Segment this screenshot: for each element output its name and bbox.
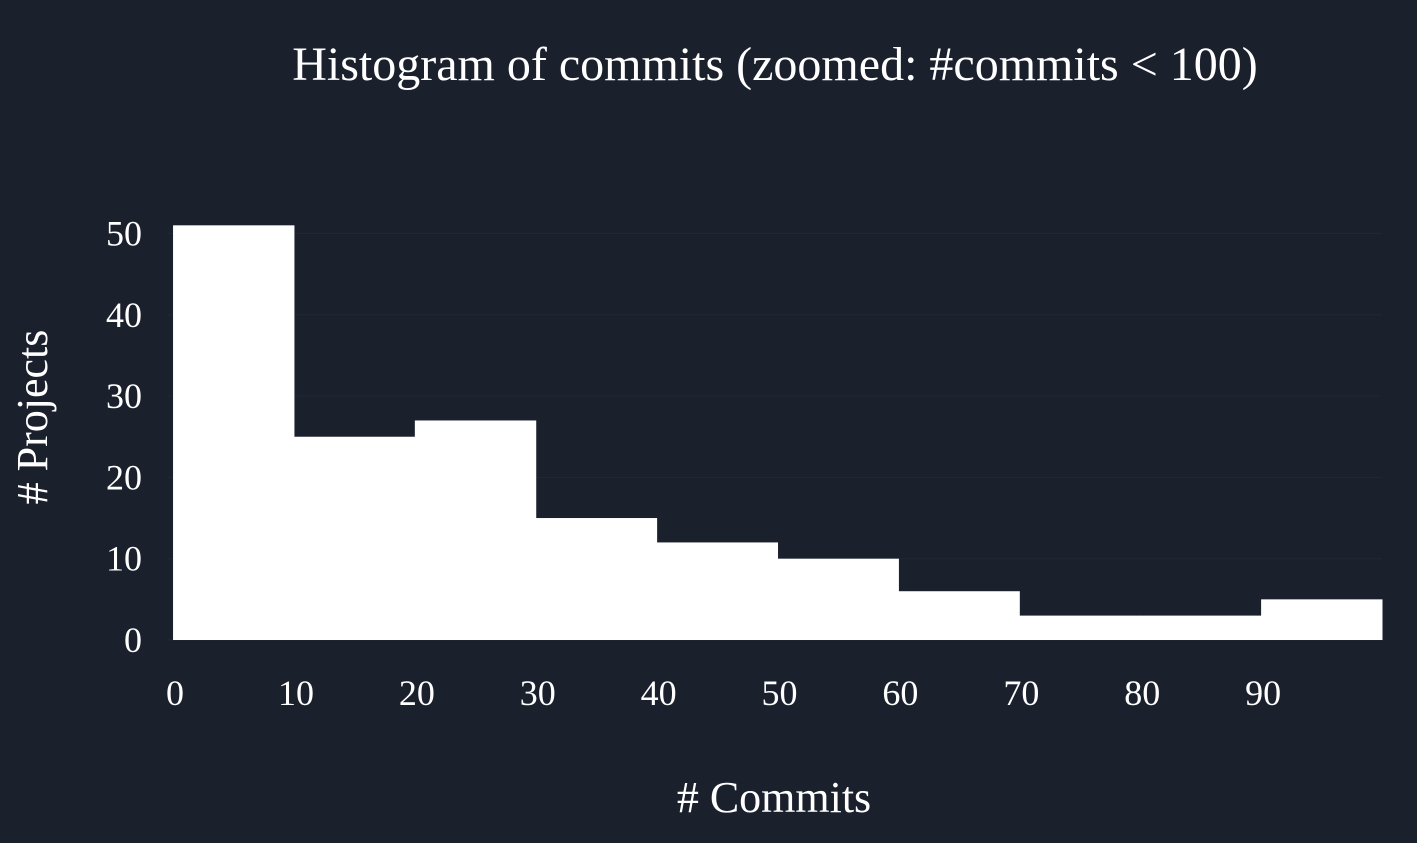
histogram-bar-70-80 <box>1019 615 1141 640</box>
x-tick-label-70: 70 <box>1003 673 1039 713</box>
histogram-bar-80-90 <box>1140 615 1262 640</box>
histogram-bar-90-100 <box>1261 599 1383 640</box>
x-tick-label-90: 90 <box>1245 673 1281 713</box>
x-tick-label-60: 60 <box>882 673 918 713</box>
histogram-bar-50-60 <box>777 558 899 640</box>
chart-title: Histogram of commits (zoomed: #commits <… <box>292 38 1258 91</box>
x-tick-label-30: 30 <box>520 673 556 713</box>
x-tick-label-20: 20 <box>399 673 435 713</box>
x-tick-label-40: 40 <box>641 673 677 713</box>
x-tick-label-50: 50 <box>762 673 798 713</box>
x-tick-label-80: 80 <box>1124 673 1160 713</box>
bars-layer <box>173 225 1383 641</box>
histogram-bar-20-30 <box>414 420 537 640</box>
histogram-bar-40-50 <box>656 542 779 640</box>
histogram-bar-60-70 <box>898 591 1020 640</box>
y-tick-label-30: 30 <box>106 376 142 416</box>
x-axis-label: # Commits <box>677 773 871 822</box>
y-tick-label-10: 10 <box>106 539 142 579</box>
y-tick-label-0: 0 <box>124 620 142 660</box>
histogram-bar-0-10 <box>173 225 295 641</box>
histogram-bar-10-20 <box>293 436 416 640</box>
y-tick-labels: 0 10 20 30 40 50 <box>106 213 142 660</box>
y-tick-label-20: 20 <box>106 457 142 497</box>
x-tick-label-0: 0 <box>166 673 184 713</box>
x-tick-labels: 0 10 20 30 40 50 60 70 80 90 <box>166 673 1281 713</box>
y-tick-label-50: 50 <box>106 213 142 253</box>
x-tick-label-10: 10 <box>278 673 314 713</box>
histogram-bar-30-40 <box>535 518 658 640</box>
y-tick-label-40: 40 <box>106 295 142 335</box>
y-axis-label: # Projects <box>8 330 57 505</box>
